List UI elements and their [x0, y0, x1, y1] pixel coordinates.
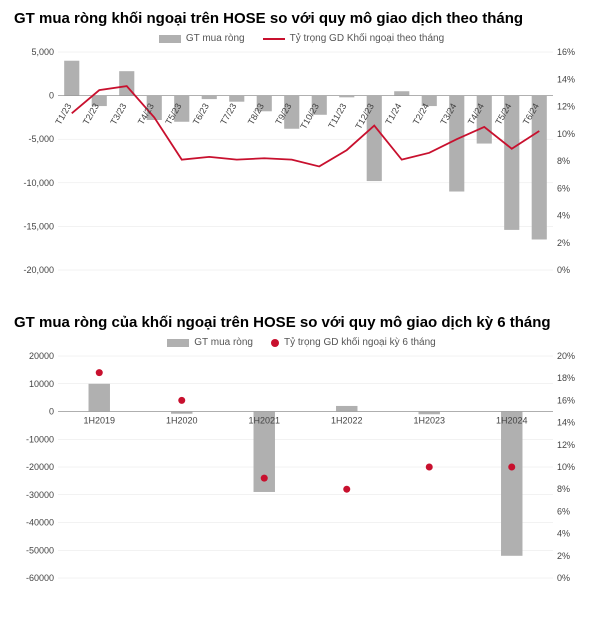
chart1-yleft-tick: -15,000 — [23, 221, 54, 231]
chart2-yleft-tick: -10000 — [26, 434, 54, 444]
chart1-legend-line: Tỷ trọng GD Khối ngoại theo tháng — [263, 33, 445, 44]
chart2-yleft-tick: -40000 — [26, 518, 54, 528]
chart2-dot — [178, 397, 185, 404]
chart2-yright-tick: 10% — [557, 462, 575, 472]
chart2-legend-bar-label: GT mua ròng — [194, 337, 253, 348]
chart2-dot — [508, 464, 515, 471]
chart2-yright-tick: 20% — [557, 352, 575, 361]
chart2-x-label: 1H2024 — [496, 416, 528, 426]
chart2-yleft-tick: 20000 — [29, 352, 54, 361]
chart2-yright-tick: 8% — [557, 484, 570, 494]
chart1-legend-line-label: Tỷ trọng GD Khối ngoại theo tháng — [290, 33, 445, 44]
chart2-bar — [89, 384, 110, 412]
chart2-yright-tick: 14% — [557, 418, 575, 428]
chart1-yright-tick: 6% — [557, 183, 570, 193]
chart2-yright-tick: 4% — [557, 529, 570, 539]
chart2-yright-tick: 18% — [557, 373, 575, 383]
chart2-yright-tick: 6% — [557, 506, 570, 516]
chart2-bar — [336, 406, 357, 412]
chart2-yright-tick: 12% — [557, 440, 575, 450]
chart1-bar — [202, 96, 217, 99]
chart1-x-label: T6/23 — [191, 102, 211, 127]
chart2-legend-dot: Tỷ trọng GD khối ngoại kỳ 6 tháng — [271, 337, 436, 348]
chart2-dot — [426, 464, 433, 471]
line-swatch — [263, 38, 285, 40]
chart2-yleft-tick: 10000 — [29, 379, 54, 389]
chart2-yleft-tick: -50000 — [26, 545, 54, 555]
chart2-bar — [501, 412, 522, 556]
chart2-legend: GT mua ròng Tỷ trọng GD khối ngoại kỳ 6 … — [14, 337, 589, 348]
chart2-yleft-tick: 0 — [49, 407, 54, 417]
chart1-yright-tick: 4% — [557, 211, 570, 221]
chart1-bar — [64, 61, 79, 96]
chart2-x-label: 1H2022 — [331, 416, 363, 426]
chart1-x-label: T1/24 — [383, 102, 403, 127]
chart2-yleft-tick: -30000 — [26, 490, 54, 500]
chart2-svg: -60000 -50000 -40000 -30000 -20000 -10000 0 100… — [14, 352, 589, 600]
chart2-x-label: 1H2023 — [413, 416, 445, 426]
chart1-x-label: T3/23 — [108, 102, 128, 127]
chart1-yright-tick: 12% — [557, 102, 575, 112]
chart2-yright-tick: 0% — [557, 573, 570, 583]
chart1-title: GT mua ròng khối ngoại trên HOSE so với … — [14, 10, 589, 27]
chart1-yright-tick: 8% — [557, 156, 570, 166]
chart2-legend-dot-label: Tỷ trọng GD khối ngoại kỳ 6 tháng — [284, 337, 436, 348]
chart1-legend-bar-label: GT mua ròng — [186, 33, 245, 44]
chart2-yleft-tick: -60000 — [26, 573, 54, 583]
chart2-yright-tick: 2% — [557, 551, 570, 561]
chart1-yright-tick: 0% — [557, 265, 570, 275]
chart2-legend-bar: GT mua ròng — [167, 337, 253, 348]
chart1-x-label: T7/23 — [218, 102, 238, 127]
chart1-x-label: T2/24 — [411, 102, 431, 127]
chart1-yright-tick: 14% — [557, 74, 575, 84]
chart2-yright-tick: 16% — [557, 395, 575, 405]
chart1-x-label: T2/23 — [81, 102, 101, 127]
chart1-bar — [394, 91, 409, 95]
chart1-legend-bar: GT mua ròng — [159, 33, 245, 44]
chart1-yright-tick: 2% — [557, 238, 570, 248]
chart1-yleft-tick: -5,000 — [28, 134, 54, 144]
chart1-yleft-tick: -20,000 — [23, 265, 54, 275]
chart1-yleft-tick: 0 — [49, 91, 54, 101]
chart2-yleft-tick: -20000 — [26, 462, 54, 472]
bar-swatch — [167, 339, 189, 347]
chart2-x-label: 1H2020 — [166, 416, 198, 426]
chart2-dot — [261, 475, 268, 482]
bar-swatch — [159, 35, 181, 43]
chart2-x-label: 1H2019 — [83, 416, 115, 426]
chart1-yright-tick: 10% — [557, 129, 575, 139]
chart1-yleft-tick: -10,000 — [23, 178, 54, 188]
chart1-yright-tick: 16% — [557, 48, 575, 57]
semiannual-chart-block: GT mua ròng của khối ngoại trên HOSE so … — [14, 314, 589, 600]
chart1-bar — [229, 96, 244, 102]
chart1-x-label: T10/23 — [298, 102, 321, 131]
chart1-yleft-tick: 5,000 — [31, 48, 54, 57]
chart2-dot — [343, 486, 350, 493]
chart2-bar — [419, 412, 440, 415]
chart1-legend: GT mua ròng Tỷ trọng GD Khối ngoại theo … — [14, 33, 589, 44]
monthly-chart-block: GT mua ròng khối ngoại trên HOSE so với … — [14, 10, 589, 296]
chart1-svg: -20,000 -15,000 -10,000 -5,000 0 5,000 0% 2% 4% 6… — [14, 48, 589, 296]
chart1-x-label: T1/23 — [53, 102, 73, 127]
chart1-x-label: T8/23 — [246, 102, 266, 127]
dot-swatch — [271, 339, 279, 347]
chart2-title: GT mua ròng của khối ngoại trên HOSE so … — [14, 314, 589, 331]
charts-container: GT mua ròng khối ngoại trên HOSE so với … — [0, 0, 603, 638]
chart2-dot — [96, 369, 103, 376]
chart1-x-label: T11/23 — [326, 102, 348, 131]
chart2-x-label: 1H2021 — [248, 416, 280, 426]
